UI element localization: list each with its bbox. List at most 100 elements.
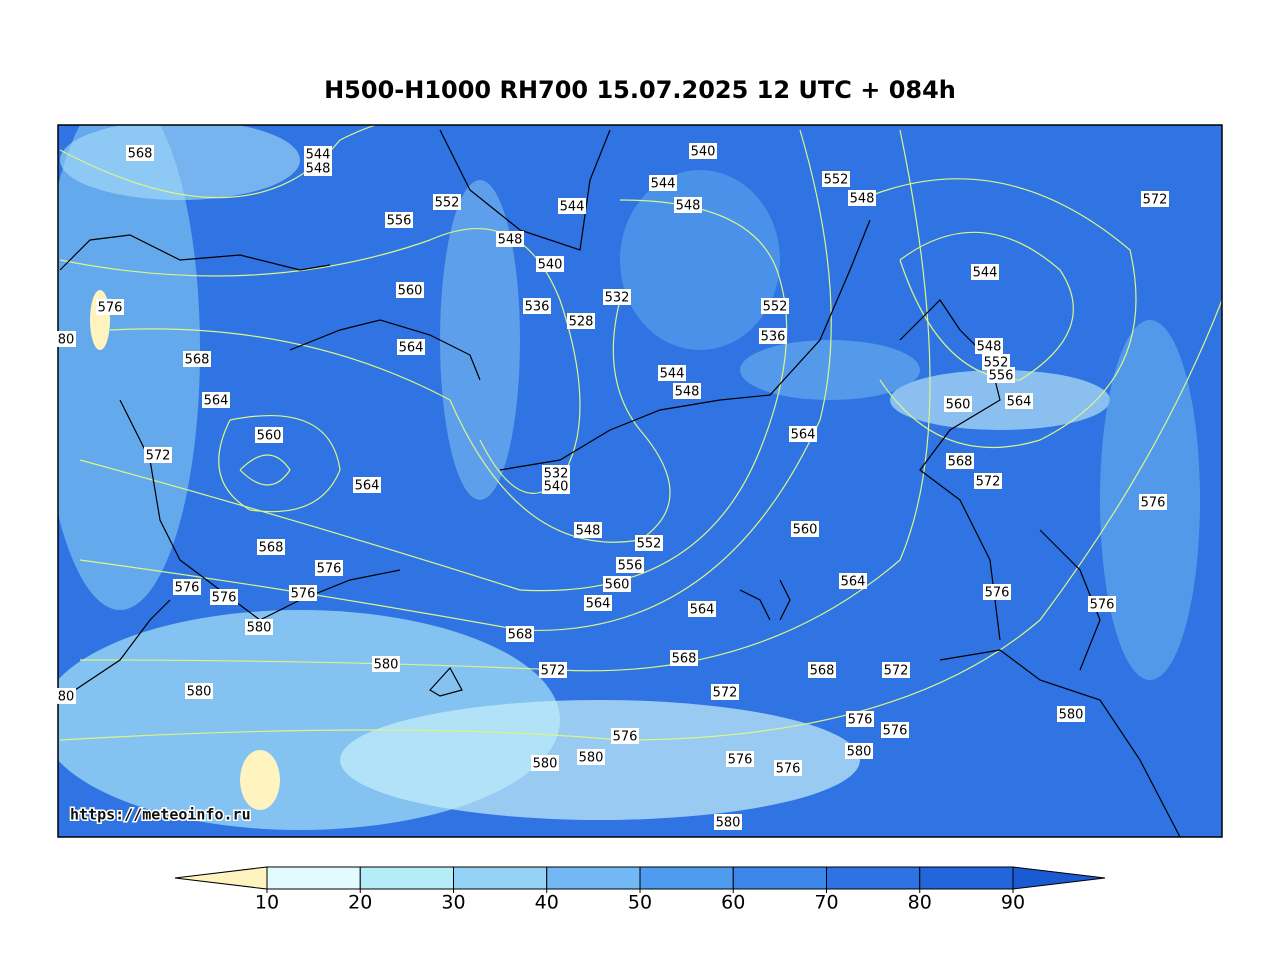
contour-label: 580 bbox=[1059, 708, 1084, 723]
colorbar-segment bbox=[732, 866, 827, 890]
label-box bbox=[245, 619, 273, 635]
label-box bbox=[974, 473, 1002, 489]
contour-label: 576 bbox=[1090, 598, 1115, 613]
contour-label: 580 bbox=[247, 621, 272, 636]
contour-label: 572 bbox=[541, 664, 566, 679]
contour-label: 528 bbox=[569, 315, 594, 330]
contour-label: 560 bbox=[605, 578, 630, 593]
contour-label: 568 bbox=[948, 455, 973, 470]
label-box bbox=[531, 755, 559, 771]
label-box bbox=[649, 175, 677, 191]
label-box bbox=[882, 662, 910, 678]
contour-label: 548 bbox=[306, 162, 331, 177]
contour-label: 568 bbox=[672, 652, 697, 667]
label-box bbox=[761, 298, 789, 314]
contour-label: 572 bbox=[976, 475, 1001, 490]
contour-label: 548 bbox=[576, 524, 601, 539]
label-box bbox=[611, 728, 639, 744]
contour-label: 572 bbox=[1143, 193, 1168, 208]
label-box bbox=[944, 396, 972, 412]
label-box bbox=[1005, 393, 1033, 409]
contour-label: 564 bbox=[1007, 395, 1032, 410]
label-box bbox=[1088, 596, 1116, 612]
contour-label: 560 bbox=[398, 284, 423, 299]
contour-label: 552 bbox=[824, 173, 849, 188]
label-box bbox=[257, 539, 285, 555]
label-box bbox=[289, 585, 317, 601]
label-box bbox=[822, 171, 850, 187]
contour-label: 80 bbox=[58, 333, 75, 348]
contour-label: 80 bbox=[58, 690, 75, 705]
contour-label: 572 bbox=[146, 449, 171, 464]
label-box bbox=[396, 282, 424, 298]
contour-label: 568 bbox=[259, 541, 284, 556]
label-box bbox=[975, 338, 1003, 354]
contour-label: 576 bbox=[175, 581, 200, 596]
contour-label: 580 bbox=[187, 685, 212, 700]
contour-label: 556 bbox=[618, 559, 643, 574]
colorbar-tick-label: 90 bbox=[1001, 892, 1025, 914]
colorbar-tick-label: 10 bbox=[255, 892, 279, 914]
label-box bbox=[185, 683, 213, 699]
contour-label: 572 bbox=[884, 664, 909, 679]
label-box bbox=[539, 662, 567, 678]
contour-label: 576 bbox=[1141, 496, 1166, 511]
label-box bbox=[674, 197, 702, 213]
contour-label: 544 bbox=[973, 266, 998, 281]
contour-label: 576 bbox=[613, 730, 638, 745]
contour-label: 576 bbox=[291, 587, 316, 602]
contour-label: 544 bbox=[660, 367, 685, 382]
contour-label: 580 bbox=[716, 816, 741, 831]
contour-label: 564 bbox=[791, 428, 816, 443]
contour-label: 556 bbox=[989, 369, 1014, 384]
contour-label: 580 bbox=[847, 745, 872, 760]
contour-label: 568 bbox=[128, 147, 153, 162]
contour-label: 564 bbox=[399, 341, 424, 356]
contour-label: 552 bbox=[984, 356, 1009, 371]
label-box bbox=[496, 231, 524, 247]
label-box bbox=[670, 650, 698, 666]
contour-label: 564 bbox=[355, 479, 380, 494]
label-box bbox=[542, 465, 570, 481]
label-box bbox=[688, 601, 716, 617]
label-box bbox=[304, 160, 332, 176]
contour-label: 572 bbox=[713, 686, 738, 701]
colorbar-tick-label: 50 bbox=[628, 892, 652, 914]
contour-label: 560 bbox=[793, 523, 818, 538]
label-box bbox=[126, 145, 154, 161]
contour-label: 560 bbox=[946, 398, 971, 413]
contour-label: 540 bbox=[538, 258, 563, 273]
colorbar-tick-label: 30 bbox=[441, 892, 465, 914]
contour-label: 576 bbox=[98, 301, 123, 316]
label-box bbox=[603, 576, 631, 592]
label-box bbox=[845, 743, 873, 759]
contour-label: 576 bbox=[883, 724, 908, 739]
colorbar-extend-high bbox=[1012, 866, 1106, 890]
label-box bbox=[173, 579, 201, 595]
contour-label: 552 bbox=[763, 300, 788, 315]
contour-label: 548 bbox=[675, 385, 700, 400]
label-box bbox=[982, 354, 1010, 370]
contour-label: 552 bbox=[435, 196, 460, 211]
contour-label: 548 bbox=[850, 192, 875, 207]
label-box bbox=[673, 383, 701, 399]
label-box bbox=[433, 194, 461, 210]
contour-label: 544 bbox=[306, 148, 331, 163]
contour-label: 564 bbox=[586, 597, 611, 612]
contour-label: 552 bbox=[637, 537, 662, 552]
label-box bbox=[1141, 191, 1169, 207]
contour-label: 580 bbox=[533, 757, 558, 772]
label-box bbox=[603, 289, 631, 305]
colorbar-segment bbox=[826, 866, 921, 890]
contour-label: 536 bbox=[525, 300, 550, 315]
colorbar-tick-label: 40 bbox=[535, 892, 559, 914]
label-box bbox=[726, 751, 754, 767]
label-box bbox=[774, 760, 802, 776]
contour-label: 564 bbox=[841, 575, 866, 590]
contour-label: 576 bbox=[776, 762, 801, 777]
contour-label: 544 bbox=[560, 200, 585, 215]
label-box bbox=[56, 331, 76, 347]
label-box bbox=[56, 688, 76, 704]
colorbar-tick-label: 20 bbox=[348, 892, 372, 914]
